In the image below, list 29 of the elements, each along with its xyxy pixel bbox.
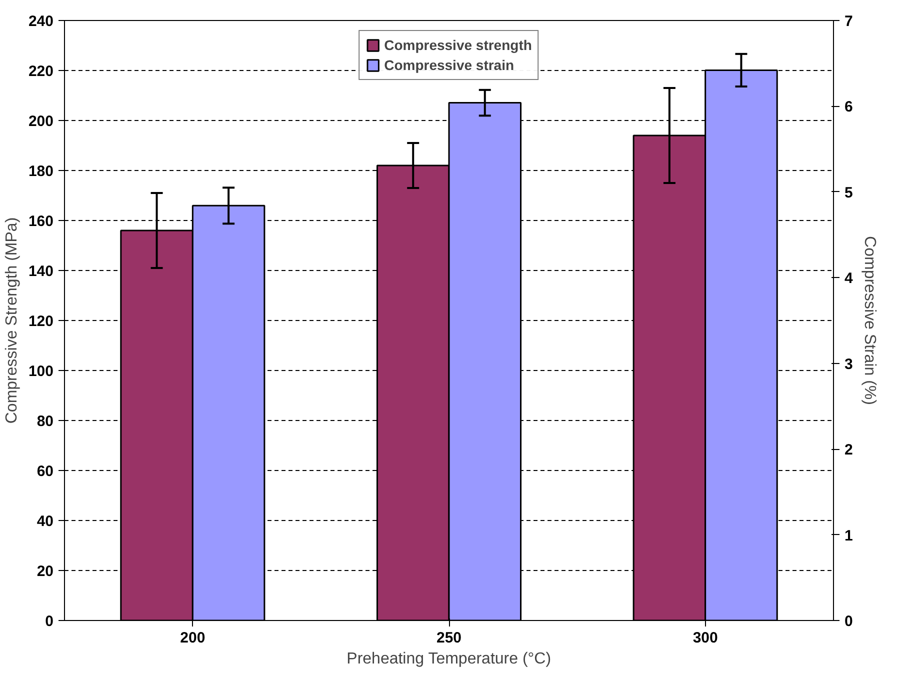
y2-tick-label: 7 [844, 13, 853, 30]
y-tick-label: 0 [45, 613, 54, 630]
y2-tick-label: 2 [844, 442, 853, 459]
y2-tick-label: 4 [844, 270, 854, 288]
y-tick-label: 240 [28, 13, 54, 30]
y-tick-label: 140 [28, 263, 54, 280]
x-tick-label: 300 [692, 630, 718, 646]
x-tick-label: 250 [436, 630, 462, 646]
y-tick-label: 120 [28, 313, 54, 330]
y2-tick-label: 5 [844, 184, 853, 202]
y-tick-label: 60 [36, 463, 54, 480]
y-tick-label: 40 [36, 513, 54, 530]
legend-label: Compressive strain [384, 57, 514, 73]
y2-tick-label: 6 [844, 98, 853, 116]
y-tick-label: 200 [28, 113, 54, 130]
y-tick-label: 160 [28, 213, 54, 230]
y-tick-label: 220 [28, 63, 54, 80]
legend-label: Compressive strength [384, 37, 532, 53]
y-tick-label: 100 [28, 363, 54, 380]
y2-tick-label: 0 [844, 613, 853, 630]
y-tick-label: 20 [36, 563, 54, 580]
y2-tick-label: 3 [844, 356, 853, 373]
y-tick-label: 80 [36, 413, 54, 430]
x-tick-label: 200 [180, 630, 206, 646]
y-axis-title: Compressive Strength (MPa) [3, 217, 20, 424]
y2-tick-label: 1 [844, 527, 853, 544]
y-tick-label: 180 [28, 163, 54, 180]
y2-axis-title: Compressive Strain (%) [860, 236, 878, 405]
x-axis-title: Preheating Temperature (°C) [346, 650, 552, 668]
